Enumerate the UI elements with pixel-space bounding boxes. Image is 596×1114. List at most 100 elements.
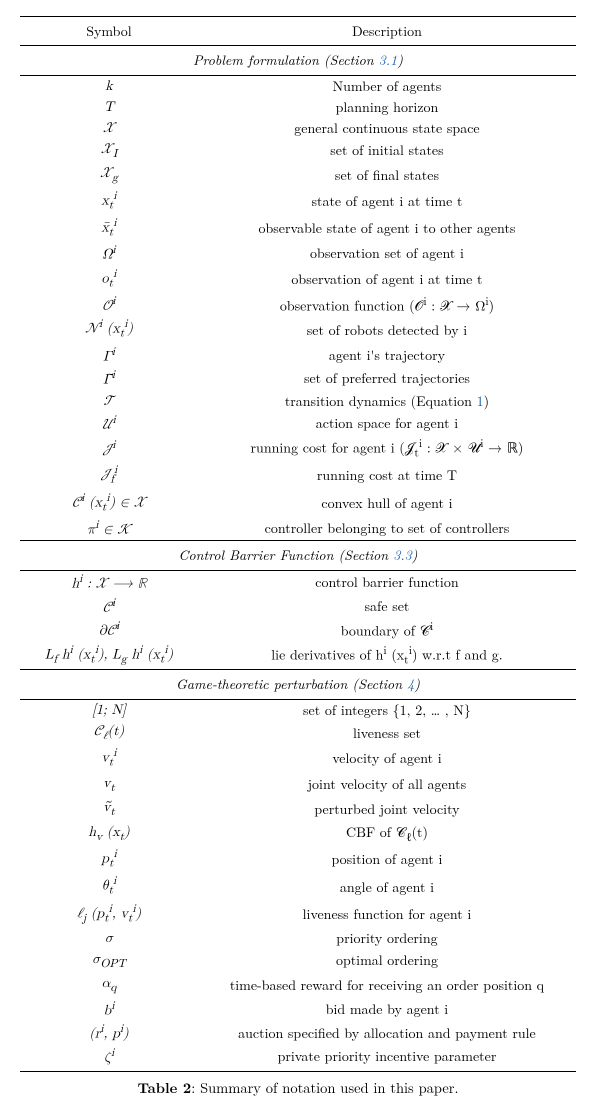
table-row: 𝒯transition dynamics (Equation 1) [20, 391, 576, 412]
table-row: 𝒥irunning cost for agent i (𝒥ti : 𝒳 × 𝒰i… [20, 435, 576, 462]
section-title-prefix: Game-theoretic perturbation (Section [176, 674, 407, 694]
symbol-cell: hi : 𝒳 ⟶ ℝ [20, 571, 198, 595]
table-row: ζiprivate priority incentive parameter [20, 1045, 576, 1072]
symbol-cell: ζi [20, 1045, 198, 1072]
description-cell: set of robots detected by i [198, 316, 576, 343]
table-row: Ωiobservation set of agent i [20, 242, 576, 266]
table-header-row: Symbol Description [20, 17, 576, 46]
description-cell: time-based reward for receiving an order… [198, 973, 576, 998]
col-header-symbol: Symbol [20, 17, 198, 46]
table-row: 𝒞isafe set [20, 595, 576, 619]
table-row: 𝒰iaction space for agent i [20, 412, 576, 436]
symbol-cell: T [20, 97, 198, 118]
symbol-cell: Γi [20, 344, 198, 368]
table-row: vtjoint velocity of all agents [20, 773, 576, 798]
symbol-cell: 𝒥fi [20, 462, 198, 489]
description-cell: auction specified by allocation and paym… [198, 1021, 576, 1045]
description-cell: bid made by agent i [198, 998, 576, 1022]
symbol-cell: 𝒞i (xti) ∈ 𝒳 [20, 490, 198, 517]
description-cell: running cost at time T [198, 462, 576, 489]
table-row: (ri, pi)auction specified by allocation … [20, 1021, 576, 1045]
description-cell: set of integers {1, 2, … , N} [198, 699, 576, 720]
symbol-cell: 𝒳I [20, 139, 198, 164]
section-title-prefix: Control Barrier Function (Section [178, 545, 393, 565]
description-cell: observation of agent i at time t [198, 266, 576, 293]
description-cell: private priority incentive parameter [198, 1045, 576, 1072]
caption-label: Table 2 [137, 1078, 191, 1098]
description-cell: boundary of 𝒞i [198, 618, 576, 642]
description-cell: transition dynamics (Equation 1) [198, 391, 576, 412]
description-cell: observation set of agent i [198, 242, 576, 266]
description-cell: velocity of agent i [198, 745, 576, 772]
table-row: Tplanning horizon [20, 97, 576, 118]
description-cell: set of preferred trajectories [198, 367, 576, 391]
section-header: Control Barrier Function (Section 3.3) [20, 541, 576, 571]
section-title-suffix: ) [414, 674, 420, 694]
table-row: 𝒳Iset of initial states [20, 139, 576, 164]
table-caption: Table 2: Summary of notation used in thi… [20, 1078, 576, 1098]
table-row: kNumber of agents [20, 75, 576, 96]
table-row: ṽtperturbed joint velocity [20, 797, 576, 822]
section-title-prefix: Problem formulation (Section [193, 50, 379, 70]
symbol-cell: vti [20, 745, 198, 772]
symbol-cell: vt [20, 773, 198, 798]
symbol-cell: 𝒰i [20, 412, 198, 436]
col-header-description: Description [198, 17, 576, 46]
table-row: Γ̃iset of preferred trajectories [20, 367, 576, 391]
section-title-suffix: ) [412, 545, 418, 565]
symbol-cell: Γ̃i [20, 367, 198, 391]
description-cell: optimal ordering [198, 949, 576, 974]
table-row: αqtime-based reward for receiving an ord… [20, 973, 576, 998]
symbol-cell: Lf hi (xti), Lg hi (xti) [20, 642, 198, 670]
symbol-cell: 𝒩i (xti) [20, 316, 198, 343]
description-cell: set of initial states [198, 139, 576, 164]
symbol-cell: ∂𝒞i [20, 618, 198, 642]
symbol-cell: αq [20, 973, 198, 998]
description-cell: CBF of 𝒞ℓ(t) [198, 822, 576, 847]
table-row: ℓj (pti, vti)liveness function for agent… [20, 901, 576, 928]
symbol-cell: 𝒳 [20, 118, 198, 139]
table-row: 𝒞ℓ(t)liveness set [20, 721, 576, 746]
description-cell: angle of agent i [198, 873, 576, 900]
description-cell: running cost for agent i (𝒥ti : 𝒳 × 𝒰i →… [198, 435, 576, 462]
symbol-cell: pti [20, 846, 198, 873]
section-link[interactable]: 3.1 [379, 50, 398, 70]
description-cell: general continuous state space [198, 118, 576, 139]
desc-suffix: ) [484, 391, 489, 411]
description-cell: action space for agent i [198, 412, 576, 436]
symbol-cell: ℓj (pti, vti) [20, 901, 198, 928]
symbol-cell: πi ∈ 𝒦 [20, 517, 198, 541]
symbol-cell: k [20, 75, 198, 96]
symbol-cell: 𝒯 [20, 391, 198, 412]
description-cell: liveness function for agent i [198, 901, 576, 928]
symbol-cell: 𝒥i [20, 435, 198, 462]
table-row: ∂𝒞iboundary of 𝒞i [20, 618, 576, 642]
description-cell: perturbed joint velocity [198, 797, 576, 822]
table-row: otiobservation of agent i at time t [20, 266, 576, 293]
table-row: Lf hi (xti), Lg hi (xti)lie derivatives … [20, 642, 576, 670]
description-cell: agent i's trajectory [198, 344, 576, 368]
symbol-cell: Ωi [20, 242, 198, 266]
table-row: 𝒳general continuous state space [20, 118, 576, 139]
symbol-cell: (ri, pi) [20, 1021, 198, 1045]
table-row: hi : 𝒳 ⟶ ℝcontrol barrier function [20, 571, 576, 595]
symbol-cell: 𝒞i [20, 595, 198, 619]
description-cell: observable state of agent i to other age… [198, 215, 576, 242]
description-cell: control barrier function [198, 571, 576, 595]
description-cell: joint velocity of all agents [198, 773, 576, 798]
table-row: 𝒳gset of final states [20, 163, 576, 188]
table-row: σpriority ordering [20, 928, 576, 949]
symbol-cell: 𝒪i [20, 293, 198, 317]
section-link[interactable]: 3.3 [393, 545, 412, 565]
description-cell: set of final states [198, 163, 576, 188]
notation-table: Symbol Description Problem formulation (… [20, 16, 576, 1072]
table-row: θtiangle of agent i [20, 873, 576, 900]
symbol-cell: x̄ti [20, 215, 198, 242]
table-row: [1; N]set of integers {1, 2, … , N} [20, 699, 576, 720]
table-row: 𝒪iobservation function (𝒪i : 𝒳 → Ωi) [20, 293, 576, 317]
symbol-cell: 𝒳g [20, 163, 198, 188]
table-row: bibid made by agent i [20, 998, 576, 1022]
description-cell: position of agent i [198, 846, 576, 873]
desc-link[interactable]: 1 [477, 391, 484, 411]
description-cell: liveness set [198, 721, 576, 746]
